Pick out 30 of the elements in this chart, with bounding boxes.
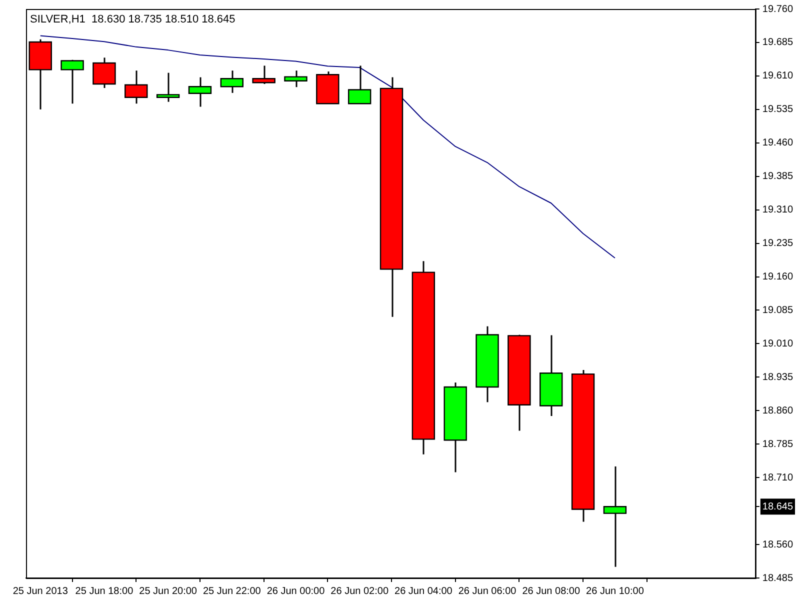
y-tick-label: 19.235 <box>762 238 794 250</box>
y-tick-label: 19.010 <box>762 338 794 350</box>
x-tick-label: 25 Jun 2013 <box>12 586 68 597</box>
y-tick-label: 19.160 <box>762 272 794 283</box>
y-tick-label: 19.610 <box>762 70 794 82</box>
y-tick-label: 19.760 <box>762 4 794 15</box>
y-tick-label: 19.460 <box>762 138 794 149</box>
y-tick-label: 18.860 <box>762 405 794 416</box>
x-tick-label: 26 Jun 04:00 <box>394 586 453 597</box>
x-tick-label: 25 Jun 18:00 <box>75 586 134 597</box>
x-tick-label: 26 Jun 02:00 <box>330 586 389 597</box>
y-tick-label: 18.785 <box>762 438 794 450</box>
y-tick-label: 18.935 <box>762 372 794 383</box>
y-tick-label: 18.645 <box>762 501 794 512</box>
y-tick-label: 19.385 <box>762 171 794 182</box>
x-tick-label: 25 Jun 20:00 <box>139 586 198 597</box>
y-tick-label: 19.685 <box>762 37 794 48</box>
y-tick-label: 18.710 <box>762 472 794 484</box>
x-tick-label: 26 Jun 00:00 <box>266 586 326 597</box>
x-tick-label: 26 Jun 08:00 <box>522 586 580 597</box>
y-tick-label: 19.535 <box>762 104 794 116</box>
x-tick-label: 25 Jun 22:00 <box>202 586 262 597</box>
y-tick-label: 18.485 <box>762 572 794 584</box>
candlestick <box>60 59 84 104</box>
x-tick-label: 26 Jun 06:00 <box>458 586 517 597</box>
chart-title: SILVER,H1 18.630 18.735 18.510 18.645 <box>30 14 236 26</box>
y-tick-label: 19.085 <box>762 304 794 316</box>
y-tick-label: 19.310 <box>762 204 794 216</box>
y-tick-label: 18.560 <box>762 539 794 550</box>
x-tick-label: 26 Jun 10:00 <box>586 586 644 597</box>
